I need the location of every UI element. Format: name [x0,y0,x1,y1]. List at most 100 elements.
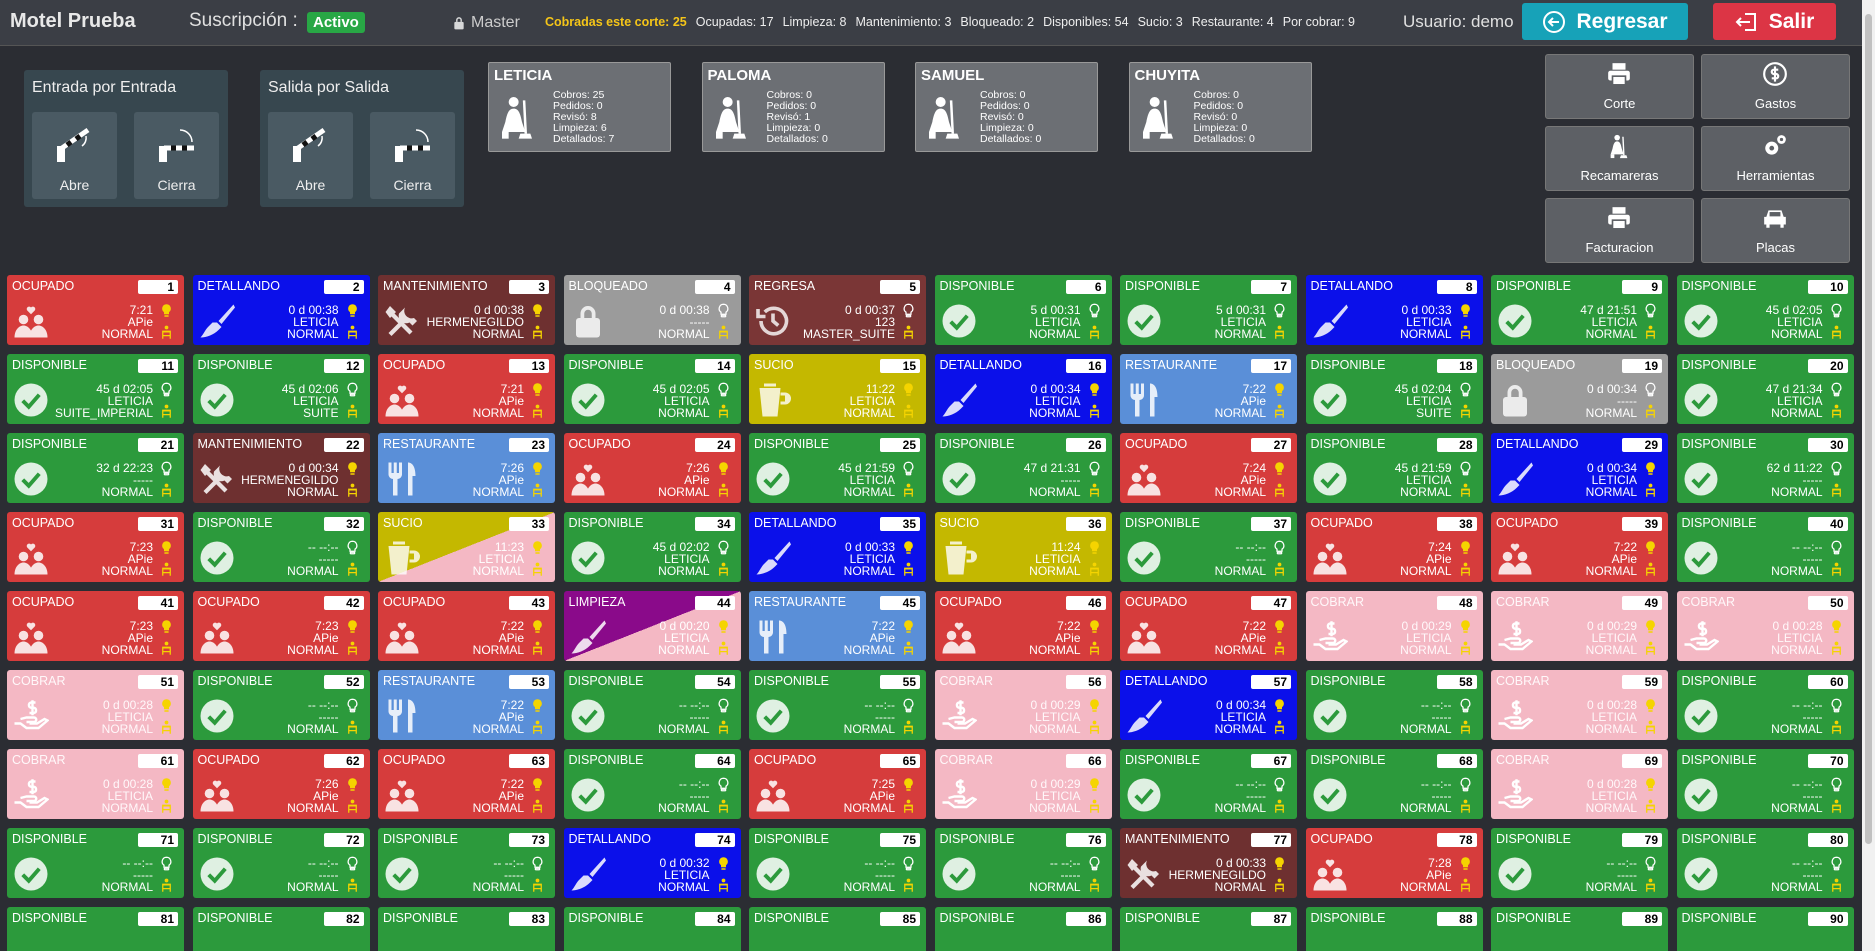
tool-button[interactable]: Placas [1701,198,1850,263]
room-card[interactable]: DISPONIBLE 72 -- --:-- ----- NORMAL [192,828,370,898]
room-card[interactable]: DISPONIBLE 14 45 d 02:05 LETICIA NORMAL [563,354,741,424]
room-card[interactable]: RESTAURANTE 45 7:22 APie NORMAL [749,591,926,661]
room-card[interactable]: OCUPADO 42 7:23 APie NORMAL [192,591,370,661]
room-card[interactable]: DISPONIBLE 12 45 d 02:06 LETICIA SUITE [192,354,370,424]
room-card[interactable]: DISPONIBLE 40 -- --:-- ----- NORMAL [1676,512,1854,582]
room-card[interactable]: OCUPADO 27 7:24 APie NORMAL [1120,433,1297,503]
room-card[interactable]: DISPONIBLE 6 5 d 00:31 LETICIA NORMAL [934,275,1112,345]
room-card[interactable]: DISPONIBLE 70 -- --:-- ----- NORMAL [1676,749,1854,819]
room-card[interactable]: COBRAR 59 0 d 00:28 LETICIA NORMAL [1491,670,1668,740]
room-card[interactable]: OCUPADO 1 7:21 APie NORMAL [7,275,184,345]
room-card[interactable]: DISPONIBLE 10 45 d 02:05 LETICIA NORMAL [1676,275,1854,345]
room-card[interactable]: DISPONIBLE 80 -- --:-- ----- NORMAL [1676,828,1854,898]
gate-button[interactable]: Abre [268,112,353,199]
room-card[interactable]: COBRAR 50 0 d 00:28 LETICIA NORMAL [1676,591,1854,661]
room-card[interactable]: MANTENIMIENTO 22 0 d 00:34 HERMENEGILDO NORM… [192,433,370,503]
room-card[interactable]: OCUPADO 65 7:25 APie NORMAL [749,749,926,819]
room-card[interactable]: COBRAR 66 0 d 00:29 LETICIA NORMAL [934,749,1112,819]
room-card[interactable]: OCUPADO 47 7:22 APie NORMAL [1120,591,1297,661]
room-card[interactable]: RESTAURANTE 53 7:22 APie NORMAL [378,670,555,740]
back-button[interactable]: Regresar [1522,3,1688,40]
room-card[interactable]: DETALLANDO 16 0 d 00:34 LETICIA NORMAL [934,354,1112,424]
room-card[interactable]: OCUPADO 63 7:22 APie NORMAL [378,749,555,819]
room-card[interactable]: DISPONIBLE 28 45 d 21:59 LETICIA NORMAL [1305,433,1483,503]
room-card[interactable]: COBRAR 51 0 d 00:28 LETICIA NORMAL [7,670,184,740]
room-card[interactable]: OCUPADO 43 7:22 APie NORMAL [378,591,555,661]
room-card[interactable]: SUCIO 15 11:22 LETICIA NORMAL [749,354,926,424]
room-card[interactable]: OCUPADO 13 7:21 APie NORMAL [378,354,555,424]
room-card[interactable]: DETALLANDO 29 0 d 00:34 LETICIA NORMAL [1491,433,1668,503]
room-card[interactable]: RESTAURANTE 23 7:26 APie NORMAL [378,433,555,503]
room-card[interactable]: DISPONIBLE 83 [378,907,555,951]
room-card[interactable]: OCUPADO 46 7:22 APie NORMAL [934,591,1112,661]
room-card[interactable]: DISPONIBLE 86 [934,907,1112,951]
room-card[interactable]: DISPONIBLE 55 -- --:-- ----- NORMAL [749,670,926,740]
room-card[interactable]: DISPONIBLE 90 [1676,907,1854,951]
gate-button[interactable]: Cierra [134,112,219,199]
room-card[interactable]: OCUPADO 41 7:23 APie NORMAL [7,591,184,661]
room-card[interactable]: DISPONIBLE 81 [7,907,184,951]
room-card[interactable]: DISPONIBLE 71 -- --:-- ----- NORMAL [7,828,184,898]
room-card[interactable]: OCUPADO 24 7:26 APie NORMAL [563,433,741,503]
room-card[interactable]: DISPONIBLE 89 [1491,907,1668,951]
room-card[interactable]: DETALLANDO 57 0 d 00:34 LETICIA NORMAL [1120,670,1297,740]
room-card[interactable]: DISPONIBLE 68 -- --:-- ----- NORMAL [1305,749,1483,819]
room-card[interactable]: DETALLANDO 74 0 d 00:32 LETICIA NORMAL [563,828,741,898]
room-card[interactable]: COBRAR 48 0 d 00:29 LETICIA NORMAL [1305,591,1483,661]
room-card[interactable]: DISPONIBLE 73 -- --:-- ----- NORMAL [378,828,555,898]
room-card[interactable]: DISPONIBLE 37 -- --:-- ----- NORMAL [1120,512,1297,582]
room-card[interactable]: DISPONIBLE 67 -- --:-- ----- NORMAL [1120,749,1297,819]
gate-button[interactable]: Abre [32,112,117,199]
room-card[interactable]: DISPONIBLE 9 47 d 21:51 LETICIA NORMAL [1491,275,1668,345]
room-card[interactable]: DISPONIBLE 87 [1120,907,1297,951]
room-card[interactable]: DISPONIBLE 84 [563,907,741,951]
room-card[interactable]: DISPONIBLE 58 -- --:-- ----- NORMAL [1305,670,1483,740]
room-card[interactable]: OCUPADO 38 7:24 APie NORMAL [1305,512,1483,582]
room-card[interactable]: COBRAR 49 0 d 00:29 LETICIA NORMAL [1491,591,1668,661]
room-card[interactable]: REGRESA 5 0 d 00:37 123 MASTER_SUITE [749,275,926,345]
room-card[interactable]: BLOQUEADO 4 0 d 00:38 ----- NORMAL [563,275,741,345]
room-card[interactable]: DISPONIBLE 34 45 d 02:02 LETICIA NORMAL [563,512,741,582]
tool-button[interactable]: Corte [1545,54,1694,119]
room-card[interactable]: LIMPIEZA 44 0 d 00:20 LETICIA NORMAL [563,591,741,661]
room-card[interactable]: SUCIO 36 11:24 LETICIA NORMAL [934,512,1112,582]
room-card[interactable]: DISPONIBLE 7 5 d 00:31 LETICIA NORMAL [1120,275,1297,345]
room-card[interactable]: DISPONIBLE 76 -- --:-- ----- NORMAL [934,828,1112,898]
room-card[interactable]: DISPONIBLE 18 45 d 02:04 LETICIA SUITE [1305,354,1483,424]
room-card[interactable]: SUCIO 33 11:23 LETICIA NORMAL [378,512,555,582]
tool-button[interactable]: Herramientas [1701,126,1850,191]
room-card[interactable]: BLOQUEADO 19 0 d 00:34 ----- NORMAL [1491,354,1668,424]
room-card[interactable]: DISPONIBLE 20 47 d 21:34 LETICIA NORMAL [1676,354,1854,424]
room-card[interactable]: COBRAR 61 0 d 00:28 LETICIA NORMAL [7,749,184,819]
room-card[interactable]: MANTENIMIENTO 3 0 d 00:38 HERMENEGILDO NORMA… [378,275,555,345]
tool-button[interactable]: Facturacion [1545,198,1694,263]
tool-button[interactable]: Gastos [1701,54,1850,119]
room-card[interactable]: DISPONIBLE 75 -- --:-- ----- NORMAL [749,828,926,898]
room-card[interactable]: DISPONIBLE 82 [192,907,370,951]
room-card[interactable]: DISPONIBLE 54 -- --:-- ----- NORMAL [563,670,741,740]
room-card[interactable]: DISPONIBLE 60 -- --:-- ----- NORMAL [1676,670,1854,740]
room-card[interactable]: DISPONIBLE 30 62 d 11:22 ----- NORMAL [1676,433,1854,503]
room-card[interactable]: RESTAURANTE 17 7:22 APie NORMAL [1120,354,1297,424]
room-card[interactable]: COBRAR 56 0 d 00:29 LETICIA NORMAL [934,670,1112,740]
room-card[interactable]: DISPONIBLE 11 45 d 02:05 LETICIA SUITE_IMPER… [7,354,184,424]
room-card[interactable]: OCUPADO 39 7:22 APie NORMAL [1491,512,1668,582]
room-card[interactable]: DETALLANDO 35 0 d 00:33 LETICIA NORMAL [749,512,926,582]
exit-button[interactable]: Salir [1713,3,1836,40]
room-card[interactable]: DISPONIBLE 79 -- --:-- ----- NORMAL [1491,828,1668,898]
room-card[interactable]: COBRAR 69 0 d 00:28 LETICIA NORMAL [1491,749,1668,819]
room-card[interactable]: OCUPADO 78 7:28 APie NORMAL [1305,828,1483,898]
room-card[interactable]: DISPONIBLE 32 -- --:-- ----- NORMAL [192,512,370,582]
room-card[interactable]: DISPONIBLE 64 -- --:-- ----- NORMAL [563,749,741,819]
room-card[interactable]: DISPONIBLE 85 [749,907,926,951]
room-card[interactable]: DETALLANDO 2 0 d 00:38 LETICIA NORMAL [192,275,370,345]
room-card[interactable]: DISPONIBLE 26 47 d 21:31 ----- NORMAL [934,433,1112,503]
tool-button[interactable]: Recamareras [1545,126,1694,191]
room-card[interactable]: DISPONIBLE 52 -- --:-- ----- NORMAL [192,670,370,740]
room-card[interactable]: DISPONIBLE 21 32 d 22:23 ----- NORMAL [7,433,184,503]
gate-button[interactable]: Cierra [370,112,455,199]
room-card[interactable]: DISPONIBLE 25 45 d 21:59 LETICIA NORMAL [749,433,926,503]
room-card[interactable]: DISPONIBLE 88 [1305,907,1483,951]
room-card[interactable]: DETALLANDO 8 0 d 00:33 LETICIA NORMAL [1305,275,1483,345]
room-card[interactable]: MANTENIMIENTO 77 0 d 00:33 HERMENEGILDO NORM… [1120,828,1297,898]
